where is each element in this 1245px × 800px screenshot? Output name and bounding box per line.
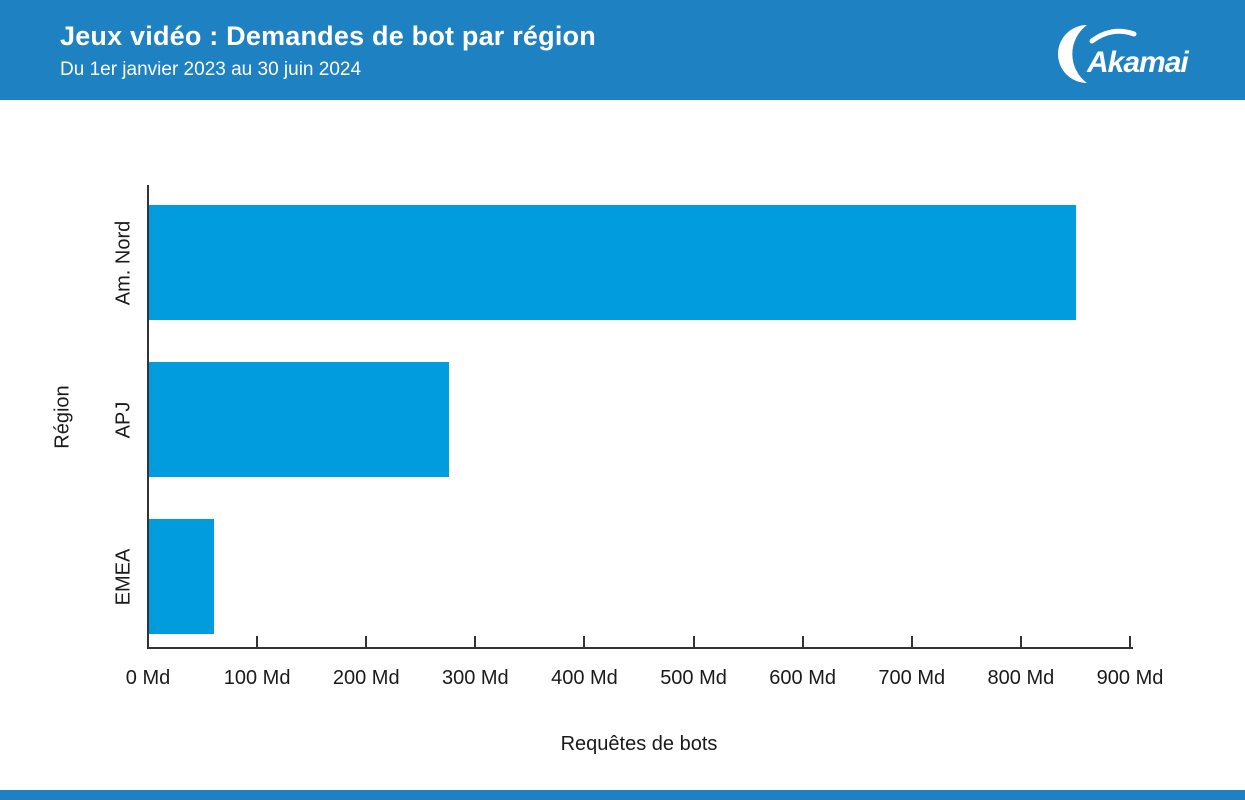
page-title: Jeux vidéo : Demandes de bot par région <box>60 21 596 51</box>
x-tick-mark <box>910 636 913 647</box>
footer-accent-bar <box>0 790 1245 800</box>
akamai-logo-text: Akamai <box>1086 46 1189 79</box>
x-tick-label: 900 Md <box>1096 667 1164 689</box>
y-tick-label: EMEA <box>112 548 135 605</box>
x-tick-mark <box>256 636 259 647</box>
y-tick-label: APJ <box>112 401 135 438</box>
akamai-logo-icon: Akamai <box>1058 25 1190 83</box>
x-tick-label: 500 Md <box>660 667 727 689</box>
x-tick-label: 100 Md <box>223 667 291 689</box>
x-tick-label: 0 Md <box>125 667 171 689</box>
akamai-arc-icon <box>1089 28 1137 44</box>
x-tick-label: 700 Md <box>878 667 946 689</box>
header-banner: Jeux vidéo : Demandes de bot par région … <box>0 0 1245 100</box>
x-tick-label: 600 Md <box>769 667 837 689</box>
x-axis-line <box>147 647 1133 649</box>
x-tick-label: 400 Md <box>551 667 618 689</box>
y-axis-title: Région <box>51 385 74 449</box>
x-tick-label: 800 Md <box>987 667 1055 689</box>
x-tick-label: 300 Md <box>441 667 509 689</box>
x-tick-mark <box>147 636 149 647</box>
x-tick-mark <box>1019 636 1022 647</box>
bar-am-nord <box>149 205 1076 320</box>
x-tick-mark <box>692 636 695 647</box>
y-axis-line <box>147 185 149 649</box>
x-tick-label: 200 Md <box>332 667 400 689</box>
x-tick-mark <box>365 636 368 647</box>
bar-emea <box>149 519 214 634</box>
y-tick-label: Am. Nord <box>112 220 135 305</box>
akamai-swoosh-icon <box>1058 25 1087 83</box>
bar-apj <box>149 362 449 477</box>
akamai-logo: Akamai <box>1054 24 1206 84</box>
x-tick-mark <box>474 636 477 647</box>
x-tick-mark <box>1129 636 1131 647</box>
x-tick-mark <box>583 636 586 647</box>
x-axis-title: Requêtes de bots <box>560 733 718 755</box>
x-tick-mark <box>801 636 804 647</box>
date-range-subtitle: Du 1er janvier 2023 au 30 juin 2024 <box>60 59 362 80</box>
